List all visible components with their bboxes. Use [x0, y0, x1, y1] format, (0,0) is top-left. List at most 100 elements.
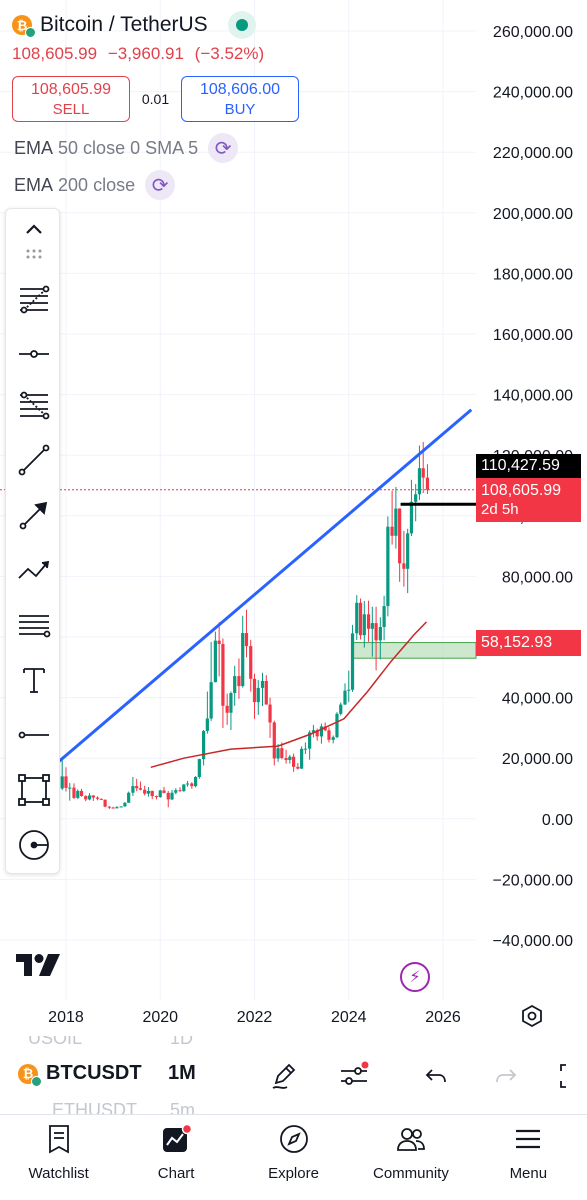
buy-label: BUY [224, 100, 256, 118]
candle-body [414, 494, 418, 502]
candle [135, 778, 139, 792]
prev-interval[interactable]: 1D [170, 1036, 194, 1048]
undo-icon[interactable] [418, 1058, 454, 1094]
sell-button[interactable]: 108,605.99 SELL [12, 76, 130, 122]
candle [300, 746, 304, 769]
fullscreen-icon[interactable] [553, 1058, 587, 1094]
candle [138, 781, 143, 791]
symbol-title[interactable]: Bitcoin / TetherUS [40, 13, 208, 36]
candle [409, 479, 414, 537]
candle-body [217, 640, 221, 644]
fib-retracement-icon[interactable] [6, 277, 61, 321]
indicator-ema-200[interactable]: EMA 200 close ⟳ [14, 170, 176, 200]
indicator-params: 200 close [58, 174, 136, 195]
candle [319, 723, 324, 744]
nav-watchlist[interactable]: Watchlist [0, 1115, 117, 1200]
candle-body [284, 758, 288, 761]
candle-body [425, 477, 430, 490]
chevron-up-icon[interactable] [6, 211, 61, 247]
candle-body [296, 766, 300, 769]
candle [249, 639, 253, 692]
candle [244, 609, 249, 658]
pencil-icon[interactable] [266, 1058, 302, 1094]
candle-body [64, 776, 68, 788]
next-interval[interactable]: 5m [170, 1100, 196, 1114]
candle [221, 638, 225, 728]
candle-body [95, 797, 100, 799]
candle-body [355, 602, 359, 634]
candle [378, 617, 382, 660]
candle [386, 516, 390, 617]
candle-body [150, 790, 154, 797]
redo-icon[interactable] [488, 1058, 524, 1094]
candle [370, 606, 374, 657]
candle-body [233, 676, 237, 694]
trend-line[interactable] [8, 408, 473, 805]
drag-handle-icon[interactable] [6, 245, 61, 265]
candle [143, 785, 147, 796]
y-tick-label: 40,000.00 [502, 691, 573, 708]
nav-chart[interactable]: Chart [117, 1115, 234, 1200]
buy-button[interactable]: 108,606.00 BUY [181, 76, 299, 122]
next-symbol[interactable]: ETHUSDT [52, 1100, 137, 1114]
candle-body [374, 623, 378, 641]
candle [331, 735, 335, 744]
candle [150, 790, 154, 800]
chart-settings-icon[interactable] [520, 1004, 544, 1028]
candle-body [178, 790, 182, 792]
y-tick-label: 180,000.00 [493, 266, 573, 283]
x-tick-label: 2026 [425, 1009, 461, 1026]
buy-price: 108,606.00 [199, 80, 281, 98]
x-tick-label: 2022 [237, 1009, 273, 1026]
candle [84, 795, 88, 802]
text-icon[interactable] [6, 658, 61, 702]
nav-menu[interactable]: Menu [470, 1115, 587, 1200]
candle-body [244, 633, 249, 647]
candle-body [135, 786, 139, 789]
arrow-icon[interactable] [6, 493, 61, 537]
candle [382, 595, 386, 641]
chart-icon [163, 1123, 193, 1152]
candle-body [201, 730, 206, 760]
horizontal-line-icon[interactable] [6, 713, 61, 757]
candle [119, 806, 123, 808]
y-tick-label: 220,000.00 [493, 145, 573, 162]
candle [284, 749, 288, 764]
fib-extension-icon[interactable] [6, 383, 61, 427]
flash-icon[interactable]: ⚡ [400, 962, 430, 992]
horizontal-ray-icon[interactable] [6, 332, 61, 376]
refresh-icon[interactable]: ⟳ [145, 170, 176, 200]
indicator-params: 50 close 0 SMA 5 [58, 137, 199, 158]
y-tick-label: 240,000.00 [493, 85, 573, 102]
symbol-selector[interactable]: ₿ BTCUSDT [18, 1062, 142, 1087]
circle-icon[interactable] [6, 823, 61, 867]
refresh-icon[interactable]: ⟳ [208, 133, 239, 163]
prev-symbol[interactable]: USOIL [28, 1036, 83, 1048]
lines-icon[interactable] [6, 603, 61, 647]
indicator-name: EMA [14, 137, 54, 158]
candle-body [268, 704, 272, 723]
candle [201, 730, 206, 766]
rectangle-icon[interactable] [6, 768, 61, 812]
candle-body [390, 526, 394, 536]
candle [350, 624, 355, 692]
candle-body [264, 680, 268, 705]
trend-line-icon[interactable] [6, 438, 61, 482]
candle-body [323, 726, 327, 731]
nav-community[interactable]: Community [352, 1115, 469, 1200]
candle [76, 789, 80, 800]
candle [311, 724, 316, 738]
price-chart[interactable]: 260,000.00 240,000.00 220,000.00 200,000.00… [0, 0, 587, 1040]
interval-selector[interactable]: 1M [168, 1062, 196, 1084]
indicator-ema-50[interactable]: EMA 50 close 0 SMA 5 ⟳ [14, 133, 239, 163]
candle-body [398, 508, 402, 564]
nav-explore[interactable]: Explore [235, 1115, 352, 1200]
candle [111, 806, 115, 809]
path-icon[interactable] [6, 548, 61, 592]
candle [72, 783, 76, 800]
indicators-icon[interactable] [336, 1058, 372, 1094]
candle [347, 670, 351, 703]
market-open-icon[interactable] [227, 11, 256, 39]
last-price-label: 108,605.99 [481, 482, 562, 499]
tether-icon [31, 1075, 42, 1087]
